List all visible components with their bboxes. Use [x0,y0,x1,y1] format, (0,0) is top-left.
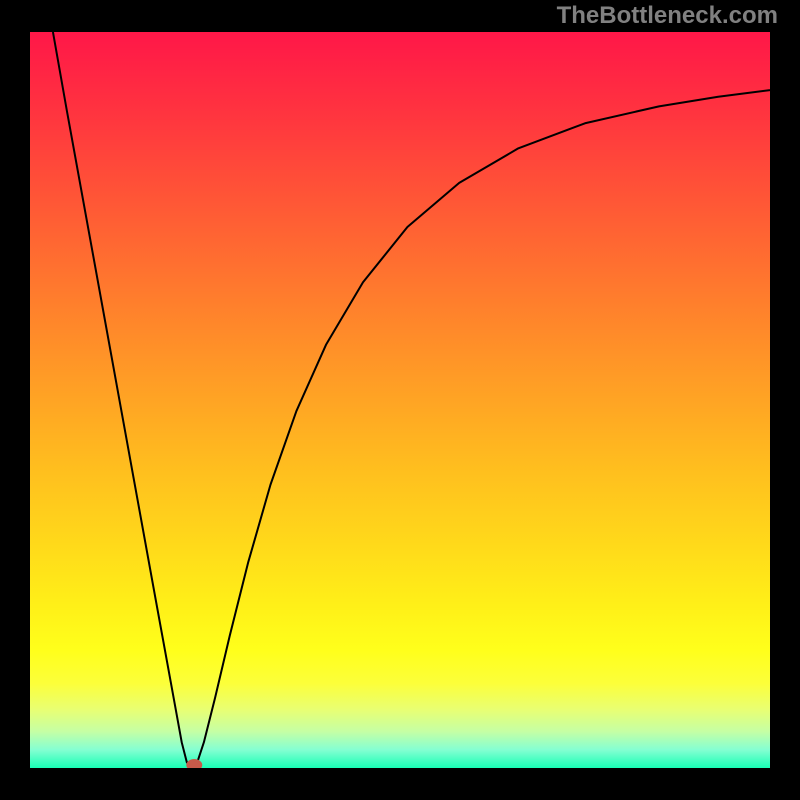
watermark-label: TheBottleneck.com [557,2,778,30]
chart-container: TheBottleneck.com [0,0,800,800]
gradient-background [30,32,770,768]
chart-plot [30,32,770,768]
